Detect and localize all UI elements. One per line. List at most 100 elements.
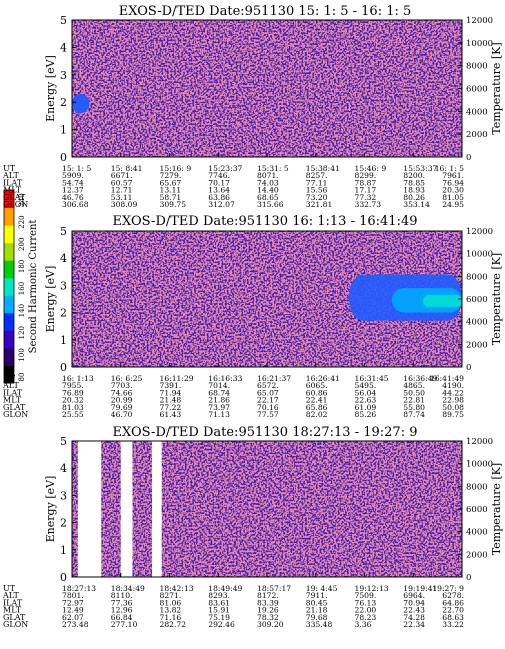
- table-cell: 22.43: [403, 606, 425, 615]
- table-cell: 13.64: [208, 186, 230, 195]
- temperature-tick-label: 12000: [466, 227, 493, 237]
- table-cell: 7391.: [160, 381, 182, 390]
- panel-1-title: EXOS-D/TED Date:951130 15: 1: 5 - 16: 1:…: [119, 4, 412, 19]
- spectrogram-panel-2: EXOS-D/TED Date:951130 16: 1:13 - 16:41:…: [2, 214, 503, 419]
- table-cell: 8200.: [403, 171, 425, 180]
- colorbar-swatch: [4, 260, 14, 279]
- colorbar-swatch: [4, 347, 14, 366]
- table-cell: 7746.: [208, 171, 230, 180]
- energy-tick-label: 0: [60, 151, 67, 164]
- table-cell: 80.45: [306, 598, 328, 607]
- table-cell: 83.39: [257, 598, 279, 607]
- table-cell: 63.86: [208, 193, 230, 202]
- panel-3-ylabel: Energy [eV]: [44, 476, 57, 543]
- table-cell: 77.22: [160, 403, 182, 412]
- table-cell: 73.97: [208, 403, 230, 412]
- colorbar-swatches: [4, 190, 14, 384]
- energy-tick-label: 0: [60, 361, 67, 374]
- colorbar-tick-label: 100: [18, 348, 26, 361]
- table-cell: 22.70: [442, 606, 464, 615]
- colorbar-tick-label: 220: [18, 215, 26, 228]
- table-cell: 7801.: [62, 591, 84, 600]
- table-cell: 306.68: [62, 200, 89, 209]
- colorbar-swatch: [4, 365, 14, 384]
- table-row-label: ALT: [2, 381, 19, 390]
- table-cell: 18:49:49: [208, 584, 242, 593]
- table-cell: 76.94: [442, 178, 464, 187]
- table-row-label: ALT: [2, 591, 19, 600]
- colorbar-swatch: [4, 225, 14, 244]
- table-cell: 54.74: [62, 178, 84, 187]
- table-cell: 12.71: [111, 186, 133, 195]
- panel-3-y2label: Temperature [K]: [490, 463, 503, 555]
- energy-tick-label: 3: [60, 279, 67, 292]
- table-cell: 87.74: [403, 410, 425, 419]
- table-cell: 8110.: [111, 591, 133, 600]
- table-cell: 24.95: [442, 200, 464, 209]
- table-cell: 18.93: [403, 186, 425, 195]
- table-cell: 79.69: [111, 403, 133, 412]
- table-cell: 74.66: [111, 388, 133, 397]
- table-cell: 273.48: [62, 620, 89, 629]
- table-cell: 19:27: 9: [432, 584, 464, 593]
- energy-tick-label: 4: [60, 462, 67, 475]
- spectrogram-feature-gap: [77, 441, 102, 577]
- colorbar-swatch: [4, 312, 14, 331]
- colorbar-ticks: 80 100 120 140 160 180 200 220 240: [18, 193, 26, 381]
- table-cell: 33.22: [442, 620, 464, 629]
- table-cell: 78.32: [257, 613, 279, 622]
- table-cell: 72.97: [62, 598, 84, 607]
- table-cell: 6278.: [442, 591, 464, 600]
- table-row-label: MLT: [3, 396, 22, 405]
- table-cell: 13.82: [160, 606, 182, 615]
- table-cell: 12.37: [62, 186, 84, 195]
- table-cell: 6065.: [306, 381, 328, 390]
- table-row-label: GLON: [3, 410, 28, 419]
- colorbar-tick-label: 240: [18, 193, 26, 206]
- table-cell: 309.75: [160, 200, 187, 209]
- table-cell: 17.17: [355, 186, 377, 195]
- table-cell: 315.66: [257, 200, 284, 209]
- table-row-label: GLON: [3, 200, 28, 209]
- table-cell: 16: 1:13: [62, 374, 94, 383]
- spectrogram-feature-gap: [120, 441, 133, 577]
- temperature-tick-label: 2000: [466, 130, 488, 140]
- table-cell: 8172.: [257, 591, 279, 600]
- colorbar-tick-label: 180: [18, 260, 26, 273]
- table-cell: 13.11: [160, 186, 182, 195]
- table-cell: 73.20: [306, 193, 328, 202]
- table-cell: 20.32: [62, 396, 84, 405]
- temperature-tick-label: 4000: [466, 318, 488, 328]
- table-cell: 81.06: [160, 598, 182, 607]
- table-cell: 12.96: [111, 606, 133, 615]
- table-row-label: MLT: [3, 186, 22, 195]
- table-cell: 78.87: [355, 178, 377, 187]
- table-cell: 65.07: [257, 388, 279, 397]
- table-row-label: ALT: [2, 171, 19, 180]
- table-cell: 66.84: [111, 613, 133, 622]
- table-cell: 77.36: [111, 598, 133, 607]
- spectrogram-feature-blob: [72, 93, 90, 114]
- table-cell: 21.86: [208, 396, 230, 405]
- table-cell: 16:21:37: [257, 374, 291, 383]
- temperature-tick-label: 0: [466, 573, 471, 583]
- temperature-tick-label: 4000: [466, 528, 488, 538]
- table-cell: 46.76: [62, 193, 84, 202]
- table-cell: 68.63: [442, 613, 464, 622]
- panel-3-title: EXOS-D/TED Date:951130 18:27:13 - 19:27:…: [113, 425, 418, 440]
- table-cell: 321.81: [306, 200, 333, 209]
- spectrogram-panel-1: EXOS-D/TED Date:951130 15: 1: 5 - 16: 1:…: [2, 4, 503, 209]
- table-cell: 18:57:17: [257, 584, 291, 593]
- temperature-tick-label: 2000: [466, 550, 488, 560]
- energy-tick-label: 4: [60, 252, 67, 265]
- table-cell: 74.28: [403, 613, 425, 622]
- table-cell: 7509.: [355, 591, 377, 600]
- table-cell: 61.09: [355, 403, 377, 412]
- colorbar-tick-label: 160: [18, 282, 26, 295]
- temperature-tick-label: 0: [466, 363, 471, 373]
- table-cell: 8071.: [257, 171, 279, 180]
- table-cell: 21.18: [306, 606, 328, 615]
- table-cell: 8299.: [355, 171, 377, 180]
- colorbar-swatch: [4, 207, 14, 226]
